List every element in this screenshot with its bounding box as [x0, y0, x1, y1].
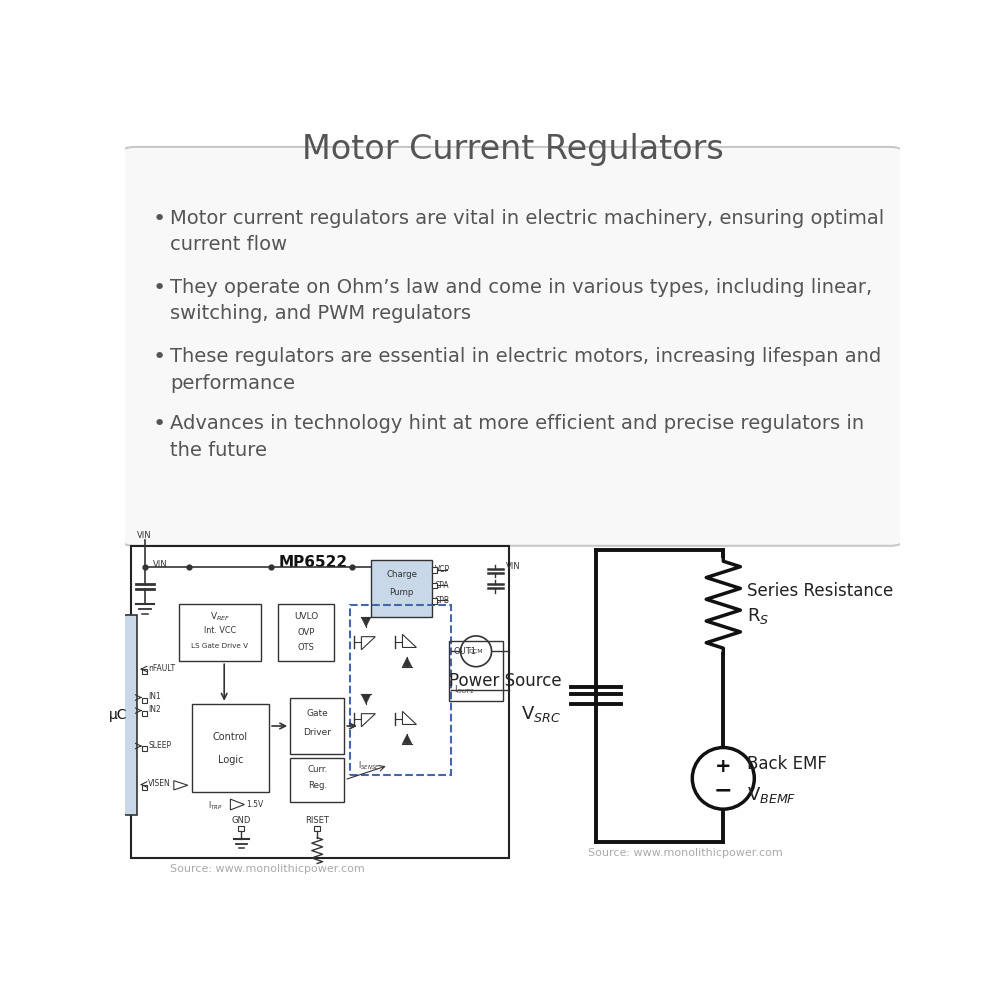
Text: −: − [714, 781, 733, 801]
Text: LS Gate Drive V: LS Gate Drive V [191, 643, 248, 649]
Text: Curr.: Curr. [307, 765, 327, 774]
Bar [432, 583, 437, 588]
Text: VIN: VIN [153, 560, 168, 569]
Polygon shape [402, 657, 412, 667]
Text: VIN: VIN [137, 531, 152, 540]
Bar [142, 669, 147, 674]
Bar [290, 698, 344, 754]
Bar [142, 746, 147, 751]
Text: μC: μC [109, 708, 127, 722]
Text: OVP: OVP [298, 628, 315, 637]
Text: DCM: DCM [469, 649, 483, 654]
Text: I$_{SENSE}$: I$_{SENSE}$ [358, 759, 379, 772]
Text: Reg.: Reg. [308, 781, 327, 790]
Text: nFAULT: nFAULT [148, 664, 175, 673]
Bar [179, 604, 261, 661]
Bar [371, 560, 432, 617]
Text: Int. VCC: Int. VCC [204, 626, 236, 635]
Text: Advances in technology hint at more efficient and precise regulators in
the futu: Advances in technology hint at more effi… [170, 414, 864, 460]
Text: SLEEP: SLEEP [148, 741, 171, 750]
Text: VCP: VCP [435, 565, 450, 574]
Text: Control: Control [213, 732, 248, 742]
Text: •: • [152, 209, 165, 229]
FancyBboxPatch shape [115, 147, 910, 546]
Text: UVLO: UVLO [294, 612, 318, 621]
Text: GND: GND [232, 816, 251, 825]
Text: +: + [715, 757, 732, 776]
Text: Series Resistance: Series Resistance [747, 582, 893, 600]
Text: Power Source: Power Source [449, 672, 561, 690]
Text: Logic: Logic [218, 755, 243, 765]
Circle shape [692, 748, 754, 809]
Text: Source: www.monolithicpower.com: Source: www.monolithicpower.com [588, 848, 783, 858]
Text: Charge: Charge [386, 570, 417, 579]
Text: OUT1: OUT1 [454, 647, 477, 656]
Bar [432, 598, 437, 604]
Text: VISEN: VISEN [148, 779, 171, 788]
Text: CPB: CPB [435, 596, 450, 605]
Bar [432, 567, 437, 573]
Text: They operate on Ohm’s law and come in various types, including linear,
switching: They operate on Ohm’s law and come in va… [170, 278, 872, 323]
Bar [350, 605, 450, 774]
Text: VIN: VIN [506, 562, 520, 571]
Text: IN1: IN1 [148, 692, 161, 701]
Text: •: • [152, 414, 165, 434]
Text: •: • [152, 347, 165, 367]
Bar [131, 546, 509, 858]
Text: Back EMF: Back EMF [747, 755, 826, 773]
Text: •: • [152, 278, 165, 298]
Polygon shape [361, 694, 371, 704]
Text: I$_{OUT2}$: I$_{OUT2}$ [454, 684, 474, 696]
Text: Motor Current Regulators: Motor Current Regulators [302, 133, 723, 166]
Text: Gate: Gate [306, 709, 328, 718]
Text: OTS: OTS [298, 643, 315, 652]
Bar [278, 604, 334, 661]
Text: Motor current regulators are vital in electric machinery, ensuring optimal
curre: Motor current regulators are vital in el… [170, 209, 884, 254]
Text: Pump: Pump [389, 588, 414, 597]
Bar [142, 711, 147, 716]
Bar [290, 758, 344, 802]
Polygon shape [361, 617, 371, 627]
Text: RISET: RISET [305, 816, 329, 825]
Text: Source: www.monolithicpower.com: Source: www.monolithicpower.com [170, 864, 365, 874]
Bar [449, 641, 503, 701]
Text: These regulators are essential in electric motors, increasing lifespan and
perfo: These regulators are essential in electr… [170, 347, 881, 393]
Text: MP6522: MP6522 [278, 555, 347, 570]
Text: 1.5V: 1.5V [246, 800, 263, 809]
Text: CPA: CPA [435, 581, 450, 590]
Bar [142, 698, 147, 703]
Bar [314, 826, 320, 831]
Text: V$_{BEMF}$: V$_{BEMF}$ [747, 785, 796, 805]
Text: V$_{REF}$: V$_{REF}$ [210, 610, 230, 623]
Text: Driver: Driver [303, 728, 331, 737]
Text: V$_{SRC}$: V$_{SRC}$ [521, 704, 561, 724]
Text: R$_S$: R$_S$ [747, 606, 769, 626]
Bar [238, 826, 244, 831]
Bar [99, 615, 137, 815]
Text: IN2: IN2 [148, 705, 161, 714]
Bar [192, 704, 269, 792]
Bar [142, 785, 147, 790]
Polygon shape [402, 734, 412, 744]
Text: I$_{TRP}$: I$_{TRP}$ [208, 799, 222, 812]
Circle shape [461, 636, 492, 667]
